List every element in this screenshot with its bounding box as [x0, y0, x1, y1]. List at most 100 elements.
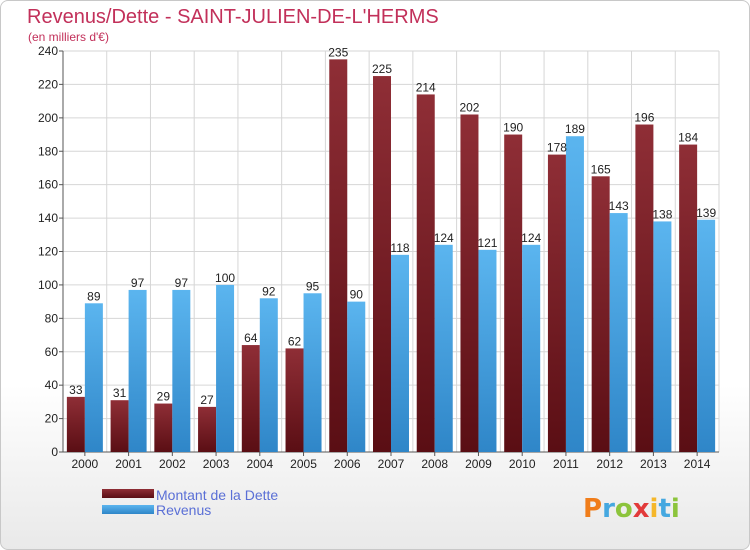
bar-revenus [434, 244, 453, 452]
bars [66, 59, 716, 453]
bar-dette-value-label: 29 [157, 390, 171, 404]
bar-revenus-value-label: 97 [131, 276, 145, 290]
bar-revenus-value-label: 139 [696, 206, 716, 220]
bar-dette-value-label: 196 [634, 111, 654, 125]
bar-dette [504, 134, 523, 452]
value-labels: 33 31 29 27 64 62 235 225 214 202 190 178 165 196 184 8… [69, 45, 716, 407]
bar-dette-value-label: 178 [547, 141, 567, 155]
bar-revenus [84, 303, 103, 452]
bar-dette [110, 400, 129, 452]
y-tick-label: 220 [38, 77, 58, 91]
y-tick-label: 80 [45, 311, 59, 325]
bar-revenus [565, 136, 584, 452]
bar-dette-value-label: 225 [372, 62, 392, 76]
y-tick-label: 60 [45, 345, 59, 359]
bar-dette [154, 403, 173, 452]
legend: Montant de la Dette Revenus [102, 487, 278, 518]
bar-dette-value-label: 33 [69, 383, 83, 397]
bar-revenus-value-label: 121 [477, 236, 497, 250]
bar-dette-value-label: 190 [503, 121, 523, 135]
bar-dette-value-label: 214 [416, 80, 436, 94]
bar-revenus [522, 244, 541, 452]
bar-revenus [128, 289, 147, 452]
x-tick-label: 2005 [290, 457, 317, 471]
x-tick-label: 2008 [421, 457, 448, 471]
bar-dette [460, 114, 479, 452]
bar-revenus [347, 301, 366, 452]
bar-dette-value-label: 62 [288, 334, 302, 348]
y-tick-label: 180 [38, 144, 58, 158]
bar-dette-value-label: 64 [244, 331, 258, 345]
x-tick-label: 2011 [553, 457, 579, 471]
bar-revenus-value-label: 124 [434, 231, 454, 245]
bar-dette [373, 76, 391, 452]
bar-revenus-value-label: 95 [306, 279, 320, 293]
bar-revenus [259, 298, 278, 452]
bar-dette-value-label: 184 [678, 131, 698, 145]
proxiti-logo: Proxiti [583, 494, 680, 524]
y-tick-label: 100 [38, 278, 58, 292]
y-tick-label: 120 [38, 245, 58, 259]
x-tick-label: 2010 [509, 457, 536, 471]
y-tick-label: 140 [38, 211, 58, 225]
bar-revenus [391, 254, 409, 452]
bar-revenus [609, 213, 628, 452]
bar-dette [679, 144, 698, 453]
x-tick-label: 2013 [640, 457, 667, 471]
bar-revenus-value-label: 100 [215, 271, 235, 285]
bar-revenus-value-label: 89 [87, 289, 101, 303]
bar-dette [241, 345, 260, 452]
legend-swatch-dette [102, 489, 154, 498]
bar-dette-value-label: 27 [200, 393, 214, 407]
x-tick-label: 2012 [596, 457, 623, 471]
bar-dette [329, 59, 348, 453]
legend-label-dette: Montant de la Dette [156, 487, 278, 503]
bar-revenus-value-label: 97 [175, 276, 189, 290]
y-tick-label: 0 [51, 445, 58, 459]
x-tick-label: 2003 [203, 457, 230, 471]
x-tick-label: 2009 [465, 457, 492, 471]
bar-dette-value-label: 31 [113, 386, 127, 400]
bar-dette [547, 154, 566, 452]
bar-dette-value-label: 235 [328, 45, 348, 59]
x-tick-label: 2006 [334, 457, 361, 471]
x-tick-label: 2014 [684, 457, 711, 471]
y-tick-label: 40 [45, 378, 59, 392]
legend-swatch-revenus [102, 505, 154, 514]
bar-revenus [478, 249, 497, 452]
bar-revenus-value-label: 143 [609, 199, 629, 213]
bar-dette-value-label: 202 [459, 100, 479, 114]
chart-subtitle: (en milliers d'€) [28, 30, 109, 44]
bar-dette-value-label: 165 [591, 162, 611, 176]
y-tick-label: 160 [38, 178, 58, 192]
bar-dette [285, 348, 304, 452]
bar-revenus-value-label: 90 [350, 288, 364, 302]
bar-revenus-value-label: 124 [521, 231, 541, 245]
x-tick-label: 2001 [115, 457, 142, 471]
svg-text:Proxiti: Proxiti [583, 494, 680, 524]
bar-revenus [303, 293, 322, 452]
bar-dette [66, 396, 85, 452]
x-tick-label: 2007 [378, 457, 405, 471]
bar-dette [198, 406, 217, 452]
x-tick-label: 2002 [159, 457, 186, 471]
x-tick-label: 2004 [246, 457, 273, 471]
bar-revenus [697, 219, 716, 452]
bar-revenus-value-label: 92 [262, 284, 276, 298]
bar-revenus-value-label: 189 [565, 122, 585, 136]
bar-revenus [172, 289, 191, 452]
bar-dette [635, 124, 654, 453]
bar-dette [591, 176, 610, 452]
y-tick-label: 240 [38, 44, 58, 58]
chart-title: Revenus/Dette - SAINT-JULIEN-DE-L'HERMS [27, 6, 439, 28]
x-tick-label: 2000 [72, 457, 99, 471]
bar-revenus [653, 221, 672, 452]
legend-label-revenus: Revenus [156, 502, 211, 518]
y-tick-label: 200 [38, 111, 58, 125]
y-tick-label: 20 [45, 412, 59, 426]
bar-revenus-value-label: 118 [390, 241, 409, 255]
bar-dette [416, 94, 435, 453]
bar-revenus-value-label: 138 [652, 207, 672, 221]
